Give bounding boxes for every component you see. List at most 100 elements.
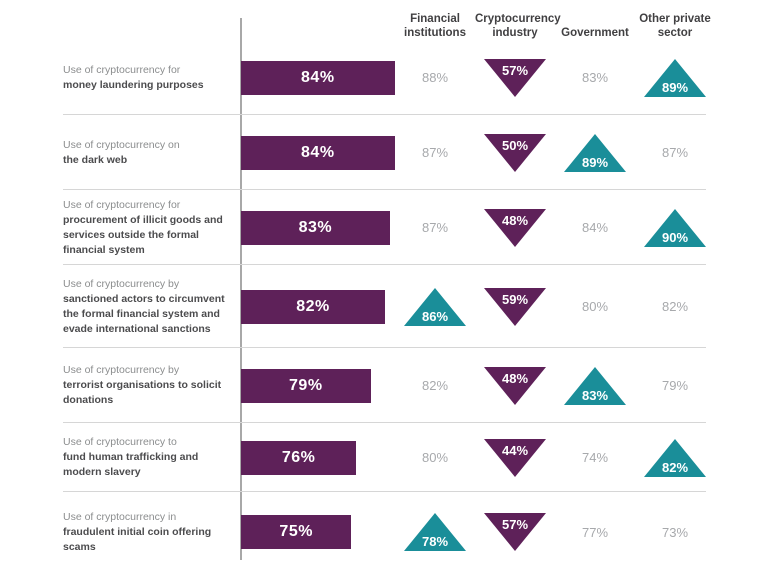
down-triangle-marker: 44% <box>484 438 546 477</box>
row-label-intro: Use of cryptocurrency by <box>63 364 180 376</box>
table-row: Use of cryptocurrency by sanctioned acto… <box>0 265 771 348</box>
svg-text:48%: 48% <box>502 371 528 386</box>
svg-text:82%: 82% <box>662 460 688 475</box>
up-triangle-marker: 83% <box>564 366 626 405</box>
value-cell: 88% <box>395 40 475 115</box>
row-label: Use of cryptocurrency on the dark web <box>0 138 240 168</box>
down-triangle-marker: 57% <box>484 513 546 551</box>
column-header-other-private-sector: Other private sector <box>639 13 711 39</box>
svg-text:83%: 83% <box>582 388 608 403</box>
svg-text:86%: 86% <box>422 309 448 324</box>
table-row: Use of cryptocurrency by terrorist organ… <box>0 348 771 423</box>
row-label-intro: Use of cryptocurrency to <box>63 436 177 448</box>
value-text: 87% <box>421 220 449 235</box>
value-cell: 77% <box>555 492 635 572</box>
value-cell: 80% <box>555 265 635 348</box>
value-cell: 82% <box>395 348 475 423</box>
overall-bar: 79% <box>241 368 371 403</box>
overall-bar-cell: 75% <box>240 492 395 572</box>
value-cell: 44% <box>475 423 555 492</box>
overall-bar-cell: 84% <box>240 40 395 115</box>
value-cell: 83% <box>555 348 635 423</box>
svg-text:59%: 59% <box>502 292 528 307</box>
value-cell: 83% <box>555 40 635 115</box>
value-cell: 89% <box>555 115 635 190</box>
overall-bar: 75% <box>241 515 352 549</box>
value-cell: 89% <box>635 40 715 115</box>
value-cell: 48% <box>475 348 555 423</box>
value-cell: 73% <box>635 492 715 572</box>
value-text: 84% <box>581 220 609 235</box>
row-label-bold: fund human trafficking and modern slaver… <box>63 451 199 478</box>
row-label-bold: fraudulent initial coin offering scams <box>63 525 212 553</box>
value-cell: 57% <box>475 40 555 115</box>
overall-bar-cell: 82% <box>240 265 395 348</box>
svg-text:44%: 44% <box>502 443 528 458</box>
overall-bar: 82% <box>241 289 385 324</box>
overall-bar: 84% <box>241 60 395 95</box>
value-cell: 80% <box>395 423 475 492</box>
value-text: 77% <box>581 524 609 540</box>
overall-bar: 84% <box>241 135 395 170</box>
row-label-bold: the dark web <box>63 153 128 166</box>
up-triangle-marker: 89% <box>644 58 706 97</box>
svg-text:89%: 89% <box>662 80 688 95</box>
value-text: 73% <box>661 524 689 540</box>
column-header-government: Government <box>561 27 629 39</box>
value-cell: 87% <box>395 190 475 265</box>
value-cell: 59% <box>475 265 555 348</box>
up-triangle-marker: 78% <box>404 513 466 551</box>
row-label-intro: Use of cryptocurrency for <box>63 198 181 211</box>
up-triangle-marker: 86% <box>404 287 466 326</box>
column-header-cryptocurrency-industry: Cryptocurrency industry <box>475 13 561 39</box>
value-text: 80% <box>581 299 609 314</box>
axis-baseline <box>240 18 242 560</box>
value-text: 82% <box>661 299 689 314</box>
row-label-intro: Use of cryptocurrency for <box>63 63 181 76</box>
row-label-intro: Use of cryptocurrency by <box>63 277 180 290</box>
value-text: 79% <box>661 378 689 393</box>
value-cell: 50% <box>475 115 555 190</box>
overall-bar: 83% <box>241 210 390 245</box>
row-label: Use of cryptocurrency by sanctioned acto… <box>0 277 240 337</box>
svg-text:90%: 90% <box>662 230 688 245</box>
down-triangle-marker: 57% <box>484 58 546 97</box>
row-label: Use of cryptocurrency by terrorist organ… <box>0 363 240 408</box>
row-label-intro: Use of cryptocurrency in <box>63 510 177 523</box>
row-label: Use of cryptocurrency for procurement of… <box>0 198 240 258</box>
value-text: 87% <box>661 145 689 160</box>
value-cell: 82% <box>635 265 715 348</box>
row-label: Use of cryptocurrency to fund human traf… <box>0 435 240 480</box>
svg-text:57%: 57% <box>502 517 528 532</box>
svg-text:89%: 89% <box>582 155 608 170</box>
up-triangle-marker: 90% <box>644 208 706 247</box>
down-triangle-marker: 48% <box>484 208 546 247</box>
value-cell: 74% <box>555 423 635 492</box>
row-label-bold: procurement of illicit goods and service… <box>63 213 223 256</box>
table-row: Use of cryptocurrency for procurement of… <box>0 190 771 265</box>
column-headers: Financial institutions Cryptocurrency in… <box>395 12 715 42</box>
table-row: Use of cryptocurrency on the dark web 84… <box>0 115 771 190</box>
down-triangle-marker: 59% <box>484 287 546 326</box>
value-text: 82% <box>421 378 449 393</box>
row-label: Use of cryptocurrency for money launderi… <box>0 63 240 93</box>
value-cell: 79% <box>635 348 715 423</box>
value-text: 83% <box>581 70 609 85</box>
svg-text:50%: 50% <box>502 138 528 153</box>
up-triangle-marker: 82% <box>644 438 706 477</box>
value-text: 88% <box>421 70 449 85</box>
value-text: 74% <box>581 450 609 465</box>
value-text: 80% <box>421 450 449 465</box>
row-label-intro: Use of cryptocurrency on <box>63 138 180 151</box>
overall-bar-cell: 84% <box>240 115 395 190</box>
row-label-bold: money laundering purposes <box>63 78 204 91</box>
row-label-bold: sanctioned actors to circumvent the form… <box>63 292 225 335</box>
value-cell: 84% <box>555 190 635 265</box>
table-row: Use of cryptocurrency in fraudulent init… <box>0 492 771 572</box>
value-cell: 86% <box>395 265 475 348</box>
overall-bar-cell: 79% <box>240 348 395 423</box>
svg-text:57%: 57% <box>502 63 528 78</box>
value-cell: 57% <box>475 492 555 572</box>
svg-text:48%: 48% <box>502 213 528 228</box>
